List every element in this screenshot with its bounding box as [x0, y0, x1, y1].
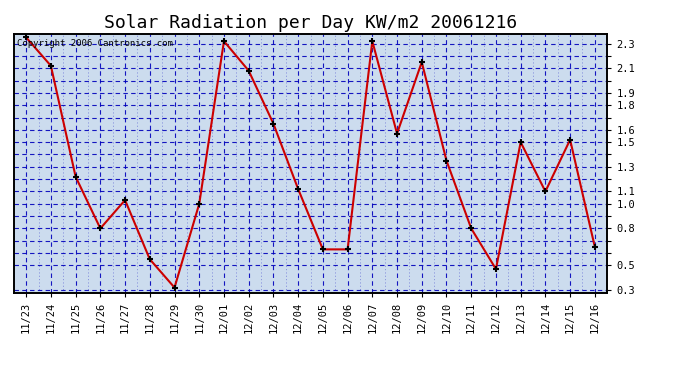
Title: Solar Radiation per Day KW/m2 20061216: Solar Radiation per Day KW/m2 20061216 — [104, 14, 517, 32]
Text: Copyright 2006 Cantronics.com: Copyright 2006 Cantronics.com — [17, 39, 172, 48]
